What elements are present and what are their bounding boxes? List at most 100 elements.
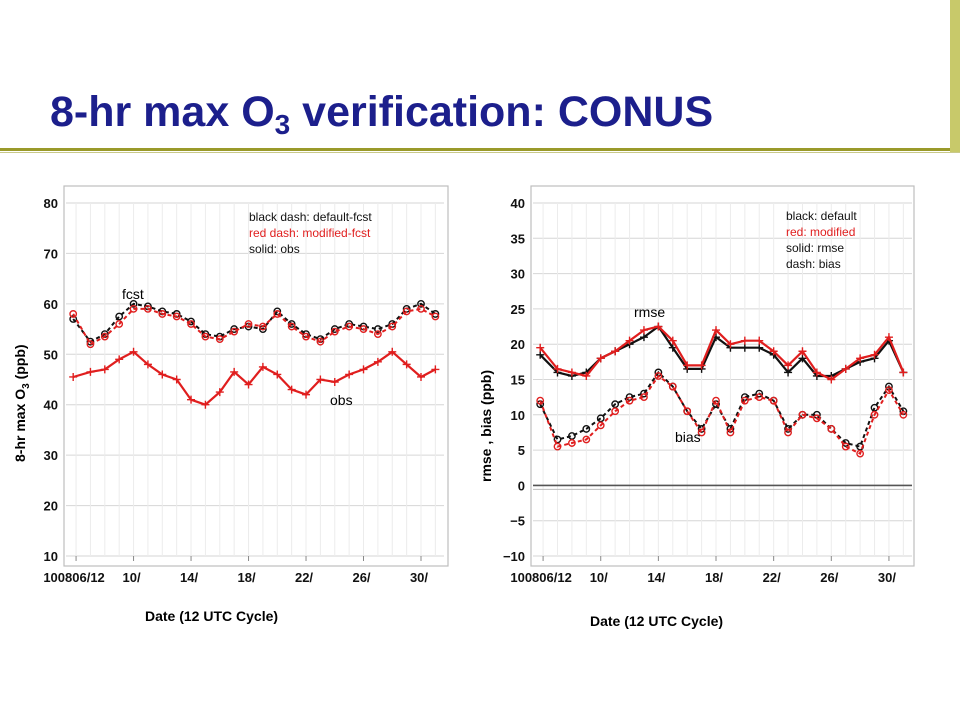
series-point (553, 364, 562, 373)
y-tick-label: 25 (511, 302, 525, 317)
series-point (784, 368, 793, 377)
chart1-legend-item: red dash: modified-fcst (249, 226, 371, 240)
chart2-legend-item: dash: bias (786, 257, 841, 271)
chart1-ylabel: 8-hr max O3 (ppb) (12, 344, 32, 462)
series-point (856, 449, 865, 458)
series-point (158, 370, 167, 379)
series-point (201, 332, 210, 341)
series-point (769, 347, 778, 356)
series-point (697, 425, 706, 433)
chart2-ylabel: rmse , bias (ppb) (478, 369, 494, 482)
series-point (625, 336, 634, 345)
series-point (373, 357, 382, 366)
y-tick-label: 5 (518, 443, 525, 458)
series-point (388, 347, 397, 356)
series-point (345, 370, 354, 379)
series-point (129, 299, 138, 308)
y-tick-label: 70 (44, 246, 58, 261)
chart-2: −10 −5 0 5 10 15 20 25 30 35 40 100806/12 10/14/18/2… (503, 185, 915, 585)
series-point (536, 350, 545, 359)
series-point (316, 375, 325, 384)
series-point (812, 368, 821, 377)
y-tick-label: 80 (44, 196, 58, 211)
series-point (640, 393, 648, 402)
x-tick-label: 100806/12 (43, 570, 104, 585)
y-tick-label: 50 (44, 347, 58, 362)
series-point (373, 325, 382, 333)
series-point (115, 312, 124, 321)
y-tick-label: 40 (511, 196, 525, 211)
x-tick-label: 22/ (763, 570, 781, 585)
chart1-xlabel: Date (12 UTC Cycle) (145, 608, 279, 624)
series-point (625, 396, 634, 405)
series-point (884, 333, 893, 342)
series-point (144, 304, 152, 313)
page-title: 8-hr max O3 verification: CONUS (50, 88, 714, 140)
chart2-legend-item: solid: rmse (786, 241, 845, 255)
series-point (345, 322, 354, 331)
series-point (784, 428, 792, 437)
y-tick-label: 60 (44, 297, 58, 312)
y-tick-label: 30 (511, 267, 525, 282)
y-tick-label: 10 (44, 549, 58, 564)
series-point (596, 421, 605, 430)
series-point (259, 322, 267, 331)
series-point (611, 407, 620, 416)
series-point (115, 320, 124, 328)
series-point (330, 327, 339, 336)
y-tick-label: 15 (511, 373, 525, 388)
series-point (827, 375, 836, 384)
series-point (273, 307, 282, 316)
series-point (201, 400, 210, 409)
series-point (812, 414, 821, 423)
y-tick-label: 20 (511, 337, 525, 352)
y-tick-label: 10 (511, 408, 525, 423)
series-point (402, 307, 411, 316)
series-point (536, 343, 545, 352)
series-line (72, 307, 436, 346)
series-point (431, 365, 440, 374)
series-point (129, 347, 138, 356)
x-tick-label: 100806/12 (510, 570, 571, 585)
series-point (373, 330, 382, 339)
y-tick-label: 40 (44, 398, 58, 413)
x-tick-label: 10/ (590, 570, 608, 585)
series-point (668, 343, 677, 352)
series-point (683, 407, 692, 416)
series-point (654, 372, 663, 380)
title-rule (0, 148, 960, 151)
series-point (273, 310, 282, 318)
series-point (215, 335, 224, 344)
chart1-legend-item: solid: obs (249, 242, 300, 256)
series-point (726, 428, 735, 437)
series-point (870, 410, 879, 419)
series-point (568, 439, 576, 447)
x-tick-label: 30/ (878, 570, 896, 585)
series-point (115, 355, 124, 364)
series-point (740, 343, 749, 352)
chart2-xlabel: Date (12 UTC Cycle) (590, 613, 724, 629)
series-point (330, 325, 339, 333)
series-point (769, 396, 778, 405)
series-point (755, 389, 764, 398)
series-point (712, 326, 721, 335)
series-point (582, 371, 591, 380)
series-point (536, 396, 545, 405)
series-point (668, 336, 677, 345)
series-point (856, 354, 865, 363)
series-point (230, 367, 239, 376)
series-point (86, 340, 95, 349)
series-point (611, 347, 620, 356)
series-point (244, 320, 253, 328)
series-point (712, 396, 720, 405)
x-tick-label: 30/ (410, 570, 428, 585)
series-point (100, 332, 109, 341)
series-point (784, 361, 793, 370)
x-tick-label: 26/ (352, 570, 370, 585)
series-point (841, 442, 850, 451)
y-tick-label: 30 (44, 448, 58, 463)
y-tick-label: 0 (518, 478, 525, 493)
series-line (72, 302, 436, 343)
series-point (215, 388, 224, 397)
series-point (625, 393, 634, 402)
